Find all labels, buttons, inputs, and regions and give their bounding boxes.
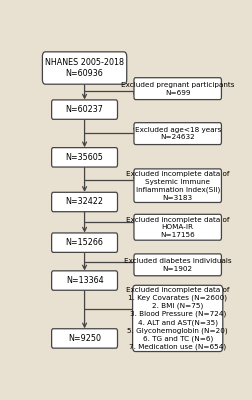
Text: N=32422: N=32422 xyxy=(65,198,103,206)
Text: Excluded pregnant participants
N=699: Excluded pregnant participants N=699 xyxy=(120,82,234,96)
FancyBboxPatch shape xyxy=(132,285,222,352)
FancyBboxPatch shape xyxy=(51,233,117,252)
FancyBboxPatch shape xyxy=(51,271,117,290)
Text: Excluded age<18 years
N=24632: Excluded age<18 years N=24632 xyxy=(134,127,220,140)
FancyBboxPatch shape xyxy=(134,169,220,202)
Text: N=9250: N=9250 xyxy=(68,334,101,343)
Text: Excluded incomplete data of
1. Key Covarates (N=2600)
2. BMI (N=75)
3. Blood Pre: Excluded incomplete data of 1. Key Covar… xyxy=(125,286,229,350)
FancyBboxPatch shape xyxy=(42,52,126,84)
Text: Excluded diabetes individuals
N=1902: Excluded diabetes individuals N=1902 xyxy=(123,258,231,272)
FancyBboxPatch shape xyxy=(51,148,117,167)
Text: Excluded incomplete data of
Systemic Immune
Inflammation Index(SII)
N=3183: Excluded incomplete data of Systemic Imm… xyxy=(125,171,229,200)
Text: Excluded incomplete data of
HOMA-IR
N=17156: Excluded incomplete data of HOMA-IR N=17… xyxy=(125,216,229,238)
FancyBboxPatch shape xyxy=(134,78,220,100)
FancyBboxPatch shape xyxy=(51,192,117,212)
FancyBboxPatch shape xyxy=(134,123,220,144)
FancyBboxPatch shape xyxy=(51,100,117,119)
FancyBboxPatch shape xyxy=(134,214,220,240)
FancyBboxPatch shape xyxy=(134,254,220,276)
Text: NHANES 2005-2018
N=60936: NHANES 2005-2018 N=60936 xyxy=(45,58,123,78)
Text: N=60237: N=60237 xyxy=(65,105,103,114)
Text: N=15266: N=15266 xyxy=(65,238,103,247)
Text: N=13364: N=13364 xyxy=(66,276,103,285)
Text: N=35605: N=35605 xyxy=(65,153,103,162)
FancyBboxPatch shape xyxy=(51,329,117,348)
